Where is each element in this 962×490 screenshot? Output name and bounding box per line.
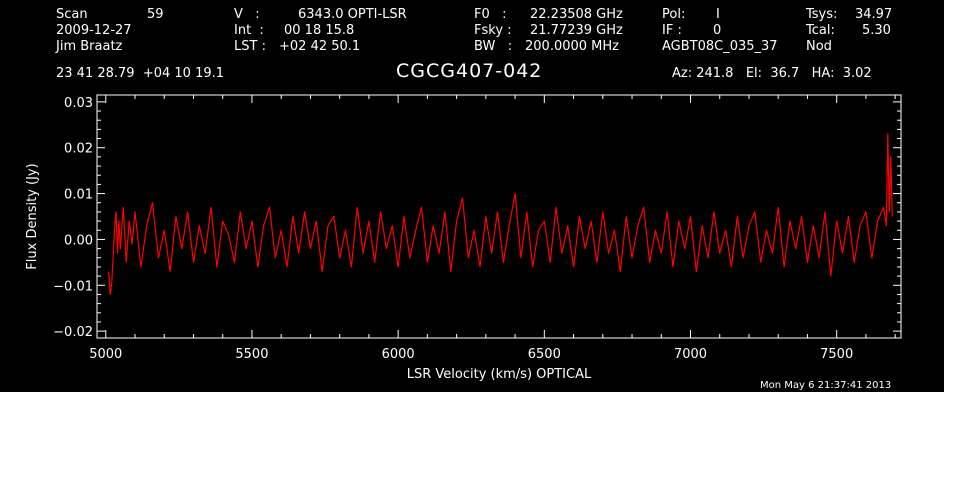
tcal-value: 5.30 [862, 23, 891, 38]
scan-label: Scan [56, 7, 88, 22]
tcal-label: Tcal: [806, 23, 835, 38]
sky-frequency-value: 21.77239 GHz [530, 23, 623, 38]
y-tick-label: 0.02 [64, 142, 93, 157]
integration-label: Int : [234, 23, 264, 38]
velocity-value: 6343.0 OPTI-LSR [298, 7, 407, 22]
y-tick-label: −0.01 [53, 279, 93, 294]
spectrum-plot-window: Scan 59 2009-12-27 Jim Braatz V : 6343.0… [0, 0, 944, 392]
lst-value: +02 42 50.1 [279, 39, 361, 54]
tsys-value: 34.97 [855, 7, 893, 22]
lst-label: LST : [234, 39, 266, 54]
y-tick-label: 0.00 [64, 233, 93, 248]
observation-date: 2009-12-27 [56, 23, 132, 38]
project-id: AGBT08C_035_37 [662, 39, 778, 54]
polarization-value: I [716, 7, 720, 22]
spectrum-chart: 5000 5500 6000 6500 7000 7500 −0.02 −0.01 0.00 0.… [25, 94, 902, 382]
x-tick-label: 5000 [89, 347, 122, 362]
y-tick-label: 0.03 [64, 96, 93, 111]
bandwidth-value: 200.0000 MHz [525, 39, 619, 54]
x-tick-label: 6500 [528, 347, 561, 362]
y-tick-label: 0.01 [64, 188, 93, 203]
if-label: IF : [662, 23, 682, 38]
x-tick-label: 5500 [235, 347, 268, 362]
az-el-ha: Az: 241.8 El: 36.7 HA: 3.02 [672, 66, 872, 81]
tsys-label: Tsys: [806, 7, 838, 22]
spectrum-trace-0 [108, 133, 893, 295]
x-tick-label: 7500 [820, 347, 853, 362]
rest-frequency-value: 22.23508 GHz [530, 7, 623, 22]
plot-frame [96, 94, 902, 339]
x-axis-label: LSR Velocity (km/s) OPTICAL [407, 367, 592, 382]
bandwidth-label: BW : [474, 39, 513, 54]
y-tick-label: −0.02 [53, 325, 93, 340]
integration-value: 00 18 15.8 [284, 23, 355, 38]
x-tick-label: 7000 [674, 347, 707, 362]
scan-number: 59 [147, 7, 164, 22]
plot-timestamp: Mon May 6 21:37:41 2013 [760, 380, 892, 391]
velocity-label: V : [234, 7, 260, 22]
switching-mode: Nod [806, 39, 832, 54]
sky-frequency-label: Fsky : [474, 23, 512, 38]
y-axis-label: Flux Density (Jy) [25, 163, 40, 269]
source-coordinates: 23 41 28.79 +04 10 19.1 [56, 66, 225, 81]
if-value: 0 [713, 23, 722, 38]
observer-name: Jim Braatz [56, 39, 123, 54]
source-name: CGCG407-042 [396, 60, 543, 82]
x-tick-label: 6000 [382, 347, 415, 362]
rest-frequency-label: F0 : [474, 7, 507, 22]
polarization-label: Pol: [662, 7, 686, 22]
